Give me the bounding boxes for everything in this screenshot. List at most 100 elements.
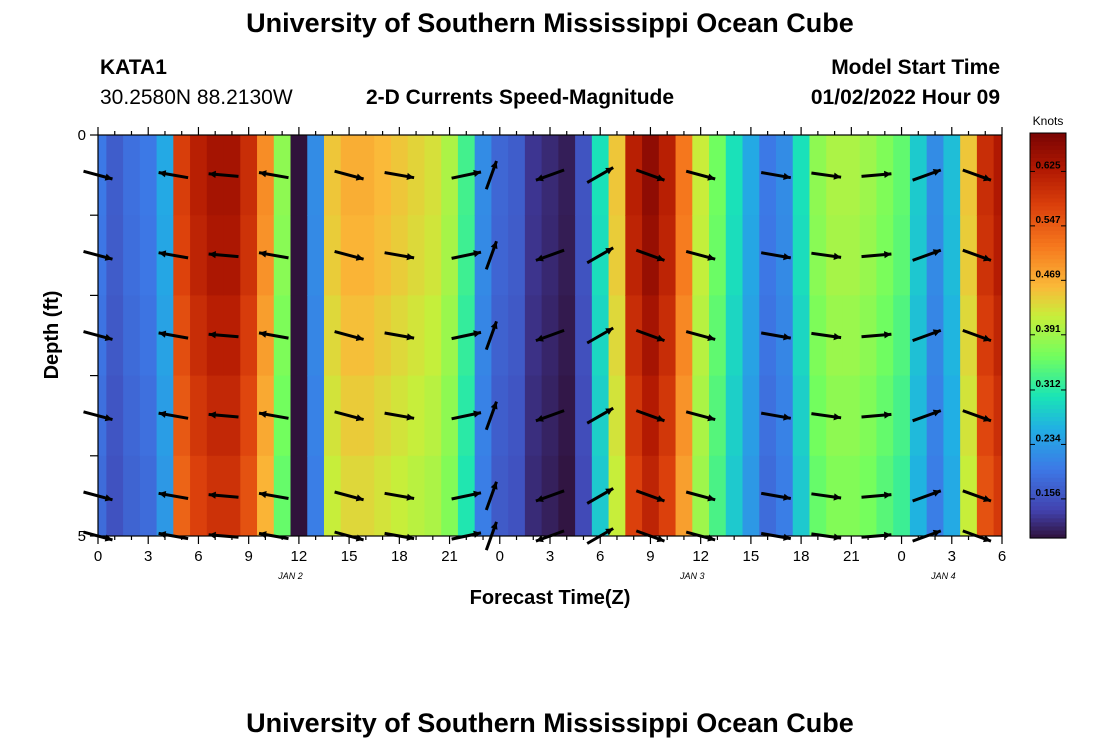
colorbar-segment [1030, 270, 1066, 276]
heatmap-cell [508, 375, 526, 457]
colorbar-segment [1030, 497, 1066, 503]
current-arrow [535, 328, 565, 343]
chart-subtitle: 2-D Currents Speed-Magnitude [366, 86, 675, 109]
speed-colorbar: 0.625 0.547 0.469 0.391 0.312 0.234 0.156 [1029, 132, 1067, 539]
colorbar-segment [1030, 428, 1066, 434]
heatmap-cell [558, 215, 576, 296]
heatmap-cell [374, 215, 392, 296]
current-arrow [586, 166, 614, 184]
current-arrow [384, 331, 415, 341]
current-arrow [685, 330, 716, 341]
colorbar-segment [1030, 327, 1066, 333]
current-arrow [811, 492, 842, 501]
heatmap-cell [658, 135, 677, 216]
colorbar-segment [1030, 444, 1066, 450]
colorbar-segment [1030, 457, 1066, 462]
heatmap-cell [424, 215, 442, 296]
colorbar-segment [1030, 262, 1066, 268]
heatmap-cell [357, 375, 375, 457]
heatmap-cell [357, 295, 375, 377]
heatmap-cell [725, 295, 744, 377]
current-arrow [635, 248, 666, 262]
heatmap-cell [307, 455, 325, 536]
heatmap-cell [608, 455, 626, 536]
colorbar-segment [1030, 367, 1066, 373]
colorbar-segment [1030, 465, 1066, 470]
x-tick-label: 6 [998, 548, 1006, 565]
current-arrow [158, 330, 189, 340]
heatmap-cell [240, 455, 258, 536]
heatmap-cell [508, 135, 526, 216]
colorbar-segment [1030, 380, 1066, 385]
colorbar-segment [1030, 351, 1066, 357]
model-start-time: 01/02/2022 Hour 09 [810, 86, 1000, 109]
heatmap-cell [474, 375, 493, 457]
colorbar-segment [1030, 238, 1066, 243]
colorbar-segment [1030, 440, 1066, 446]
heatmap-cell [909, 215, 928, 296]
current-arrow [384, 491, 415, 501]
heatmap-cell [792, 215, 811, 296]
page-title: University of Southern Mississippi Ocean… [246, 8, 854, 38]
colorbar-segment [1030, 392, 1066, 397]
heatmap-cell [424, 295, 442, 377]
colorbar-segment [1030, 339, 1066, 345]
heatmap-cell [893, 455, 911, 536]
colorbar-segment [1030, 436, 1066, 442]
heatmap-cell [742, 215, 760, 296]
colorbar-segment [1030, 185, 1066, 191]
colorbar-segment [1030, 141, 1066, 146]
colorbar-segment [1030, 295, 1066, 300]
heatmap-cell [759, 375, 777, 457]
current-arrow [334, 169, 364, 181]
x-tick-label: 12 [692, 548, 709, 565]
heatmap-cell [675, 455, 693, 536]
current-arrow [258, 250, 289, 260]
colorbar-segment [1030, 149, 1066, 154]
x-tick-label: 3 [546, 548, 554, 565]
current-arrow [484, 320, 498, 351]
heatmap-cell [792, 295, 811, 377]
heatmap-cell [658, 375, 677, 457]
colorbar-segment [1030, 509, 1066, 515]
current-arrow [451, 169, 482, 180]
x-tick-label: 15 [341, 548, 358, 565]
colorbar-segment [1030, 169, 1066, 175]
current-arrow [635, 409, 666, 423]
heatmap-cell [742, 135, 760, 216]
colorbar-segment [1030, 477, 1066, 482]
current-arrow [208, 411, 239, 419]
current-arrow [384, 251, 415, 261]
current-arrow [451, 410, 482, 421]
heatmap-cell [190, 135, 208, 216]
heatmap-cell [909, 295, 928, 377]
colorbar-segment [1030, 489, 1066, 495]
colorbar-segment [1030, 525, 1066, 531]
heatmap-cell [240, 295, 258, 377]
heatmap-cell [441, 455, 459, 536]
current-arrow [760, 491, 792, 501]
date-label: JAN 3 [679, 571, 705, 581]
colorbar-tick-label: 0.547 [1035, 215, 1060, 226]
colorbar-segment [1030, 242, 1066, 247]
colorbar-segment [1030, 165, 1066, 171]
current-arrow [535, 248, 565, 262]
heatmap-cell [725, 135, 744, 216]
heatmap-cell [508, 295, 526, 377]
colorbar-segment [1030, 452, 1066, 458]
heatmap-cell [290, 135, 308, 216]
date-label: JAN 2 [277, 571, 303, 581]
x-axis: 0 3 6 9 12 15 18 21 0 3 6 9 12 15 18 21 0 3 6 JAN 2 JAN 3 JAN… [94, 127, 1006, 581]
x-tick-label: 3 [144, 548, 152, 565]
heatmap-cell [106, 455, 124, 536]
y-tick-label: 0 [78, 127, 86, 144]
x-tick-label: 12 [291, 548, 308, 565]
colorbar-segment [1030, 323, 1066, 328]
heatmap-cell [909, 455, 928, 536]
heatmap-cell [307, 295, 325, 377]
colorbar-frame [1029, 132, 1067, 539]
heatmap-cell [240, 215, 258, 296]
colorbar-segment [1030, 274, 1066, 280]
heatmap-cell [106, 375, 124, 457]
heatmap-cell [491, 135, 509, 216]
